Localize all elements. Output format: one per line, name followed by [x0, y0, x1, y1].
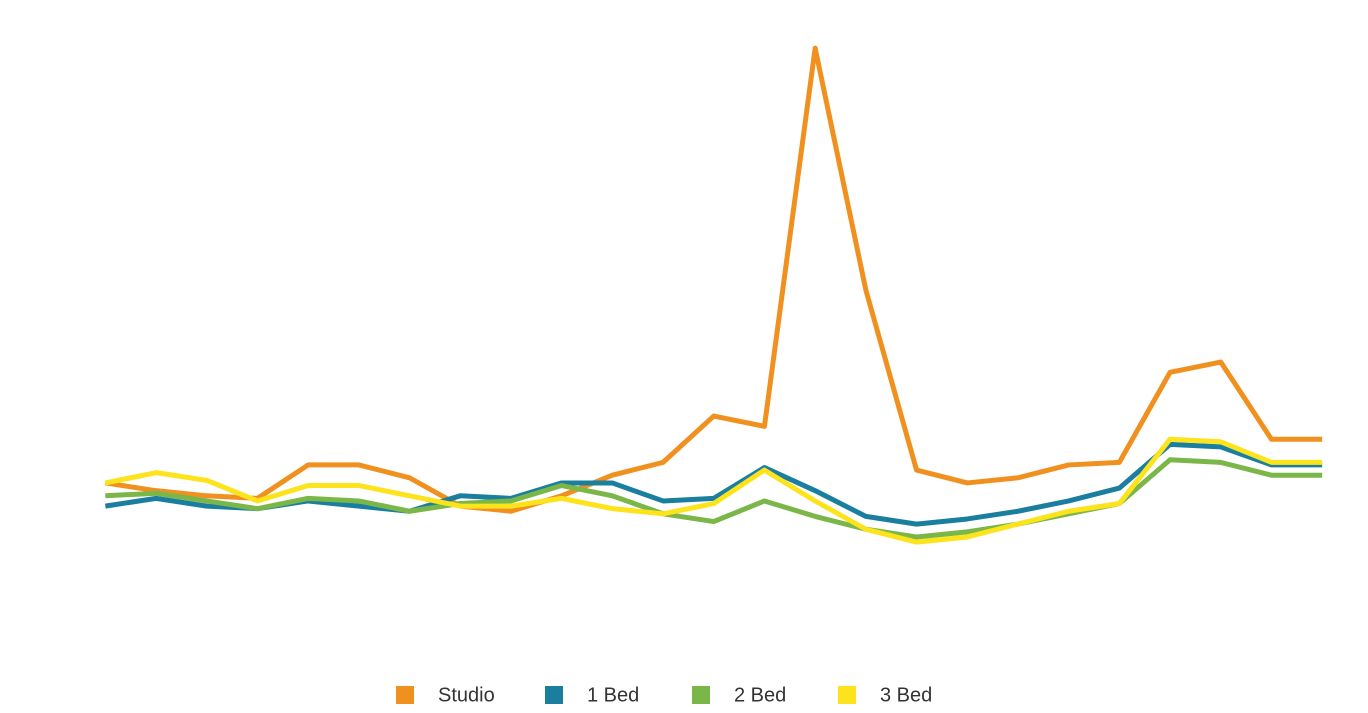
legend-label: 1 Bed	[587, 684, 639, 706]
legend-label: 2 Bed	[734, 684, 786, 706]
series-line	[104, 45, 1323, 514]
series-line	[104, 436, 1323, 545]
legend-swatch	[396, 686, 414, 704]
series-line	[104, 441, 1323, 527]
legend-swatch	[838, 686, 856, 704]
legend-swatch	[545, 686, 563, 704]
legend-label: 3 Bed	[880, 684, 932, 706]
legend-swatch	[692, 686, 710, 704]
legend-label: Studio	[438, 684, 495, 706]
